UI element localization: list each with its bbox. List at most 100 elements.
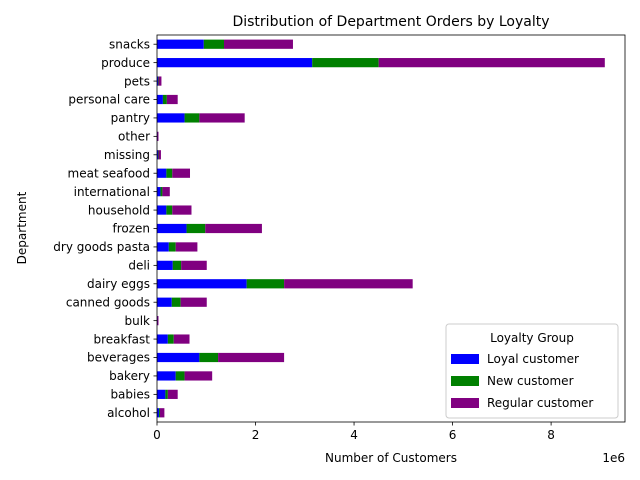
bar-missing-loyal	[157, 150, 158, 160]
legend-box	[445, 323, 619, 419]
bar-bulk-regular	[157, 316, 159, 326]
bar-personal-care-regular	[166, 94, 178, 105]
x-tick-label: 8	[547, 428, 555, 442]
bar-international-new	[160, 187, 163, 197]
y-tick-label: bakery	[109, 369, 150, 383]
bar-household-regular	[172, 205, 192, 215]
y-tick-label: missing	[104, 148, 150, 162]
bar-deli-new	[172, 260, 182, 270]
bar-personal-care-loyal	[157, 94, 163, 105]
y-tick-label: frozen	[112, 222, 150, 236]
bar-personal-care-new	[162, 94, 167, 105]
bar-dairy-eggs-new	[246, 279, 285, 289]
bar-snacks-loyal	[157, 39, 204, 49]
bar-meat-seafood-regular	[172, 168, 191, 178]
bar-snacks-regular	[223, 39, 293, 49]
bar-canned-goods-loyal	[157, 297, 172, 307]
bar-frozen-loyal	[157, 223, 187, 234]
bar-international-loyal	[157, 187, 161, 197]
bar-beverages-regular	[218, 352, 285, 363]
legend-items: Loyal customer New customer Regular custom…	[451, 352, 593, 410]
y-tick-label: dry goods pasta	[53, 240, 150, 254]
plot-area-frame	[156, 34, 626, 423]
x-tick-label: 2	[252, 428, 260, 442]
bar-household-new	[166, 205, 173, 215]
bar-beverages-new	[199, 352, 219, 363]
bar-dairy-eggs-regular	[284, 279, 413, 289]
bar-international-regular	[162, 187, 170, 197]
bar-frozen-new	[186, 223, 206, 234]
legend-entry-label: Loyal customer	[487, 352, 579, 366]
bar-produce-loyal	[157, 58, 313, 68]
bar-bakery-regular	[184, 371, 213, 381]
bar-pets-loyal	[157, 76, 158, 86]
y-tick-label: other	[118, 130, 150, 144]
bar-babies-new	[165, 389, 168, 399]
bar-produce-regular	[378, 58, 605, 68]
y-tick-label: canned goods	[66, 295, 150, 309]
y-tick-label: pets	[124, 74, 150, 88]
bar-produce-new	[312, 58, 379, 68]
bar-breakfast-new	[167, 334, 174, 344]
y-tick-label: household	[88, 203, 150, 217]
legend-entry-label: New customer	[487, 374, 574, 388]
x-axis: 0 2 4 6 8	[153, 422, 555, 442]
y-axis: alcohol babies bakery beverages breakfast bul…	[53, 37, 157, 420]
x-tick-label: 4	[350, 428, 358, 442]
bar-pantry-new	[184, 113, 200, 123]
bars	[157, 39, 605, 418]
legend-swatch	[451, 398, 479, 408]
bar-canned-goods-new	[171, 297, 181, 307]
legend-entry-label: Regular customer	[487, 396, 593, 410]
bar-meat-seafood-new	[166, 168, 173, 178]
bar-frozen-regular	[205, 223, 262, 234]
bar-dairy-eggs-loyal	[157, 279, 247, 289]
bar-breakfast-loyal	[157, 334, 168, 344]
y-tick-label: meat seafood	[68, 166, 150, 180]
y-tick-label: deli	[128, 259, 150, 273]
legend-title: Loyalty Group	[490, 331, 574, 345]
bar-pantry-regular	[199, 113, 245, 123]
y-tick-label: dairy eggs	[87, 277, 150, 291]
bar-breakfast-regular	[173, 334, 190, 344]
y-tick-label: international	[74, 185, 150, 199]
y-tick-label: pantry	[111, 111, 150, 125]
bar-bakery-loyal	[157, 371, 176, 381]
x-tick-label: 6	[449, 428, 457, 442]
bar-alcohol-regular	[159, 408, 165, 418]
bar-dry-goods-pasta-regular	[175, 242, 198, 252]
y-tick-label: personal care	[68, 93, 150, 107]
bar-bakery-new	[175, 371, 185, 381]
legend-swatch	[451, 354, 479, 364]
bar-pantry-loyal	[157, 113, 185, 123]
bar-meat-seafood-loyal	[157, 168, 167, 178]
bar-babies-loyal	[157, 389, 166, 399]
bar-other-regular	[157, 131, 159, 141]
bar-babies-regular	[167, 389, 178, 399]
y-tick-label: beverages	[87, 351, 150, 365]
legend: Loyalty Group Loyal customer New customer…	[445, 323, 619, 419]
bar-household-loyal	[157, 205, 167, 215]
bar-alcohol-loyal	[157, 408, 159, 418]
x-axis-label: Number of Customers	[325, 451, 457, 465]
bar-dry-goods-pasta-new	[168, 242, 176, 252]
x-tick-label: 0	[153, 428, 161, 442]
bar-snacks-new	[203, 39, 224, 49]
y-tick-label: produce	[101, 56, 150, 70]
bar-alcohol-new	[158, 408, 160, 418]
bar-beverages-loyal	[157, 352, 200, 363]
bar-missing-regular	[158, 150, 161, 160]
bar-canned-goods-regular	[180, 297, 207, 307]
bar-dry-goods-pasta-loyal	[157, 242, 169, 252]
y-tick-label: breakfast	[93, 332, 150, 346]
y-tick-label: alcohol	[107, 406, 150, 420]
chart-title: Distribution of Department Orders by Loy…	[232, 14, 549, 30]
y-tick-label: babies	[110, 388, 150, 402]
legend-swatch	[451, 376, 479, 386]
y-tick-label: bulk	[124, 314, 150, 328]
x-axis-scale-label: 1e6	[602, 451, 625, 465]
bar-deli-regular	[181, 260, 207, 270]
y-tick-label: snacks	[109, 37, 150, 51]
bar-pets-regular	[158, 76, 162, 86]
